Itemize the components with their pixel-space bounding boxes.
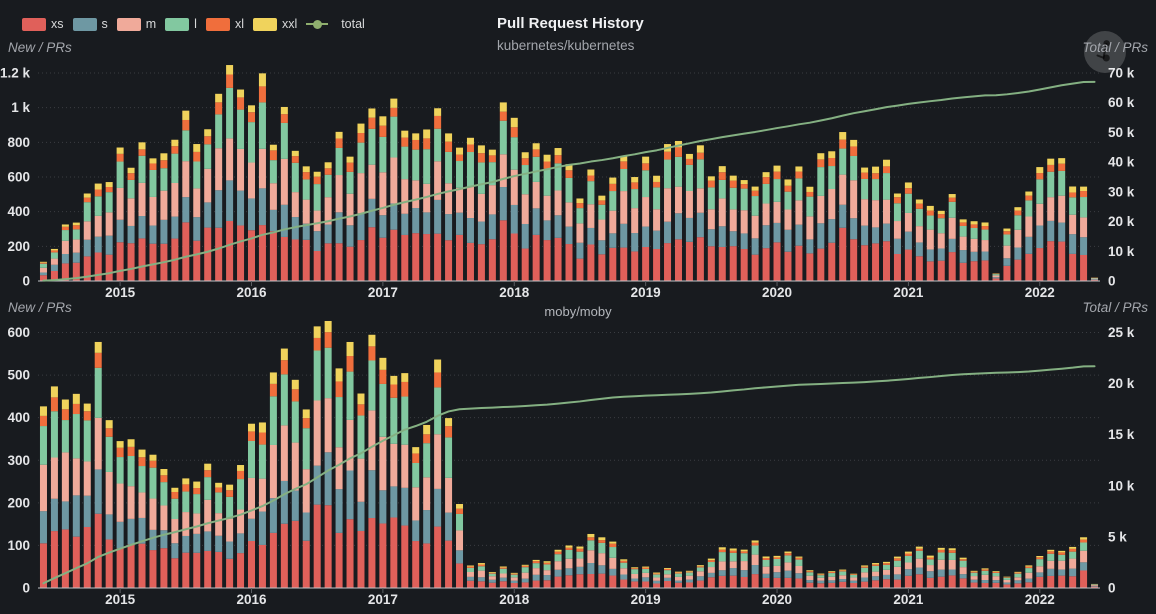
- svg-text:2022: 2022: [1025, 592, 1055, 607]
- svg-text:2021: 2021: [893, 285, 924, 300]
- svg-text:2017: 2017: [368, 592, 398, 607]
- svg-text:800: 800: [7, 135, 30, 150]
- svg-text:10 k: 10 k: [1108, 244, 1135, 259]
- svg-text:200: 200: [7, 495, 30, 510]
- svg-text:2019: 2019: [631, 592, 661, 607]
- svg-text:20 k: 20 k: [1108, 376, 1135, 391]
- svg-text:2016: 2016: [236, 285, 267, 300]
- svg-text:300: 300: [7, 453, 30, 468]
- svg-text:600: 600: [7, 325, 30, 340]
- svg-text:2018: 2018: [499, 285, 530, 300]
- svg-text:0: 0: [22, 274, 30, 289]
- svg-text:60 k: 60 k: [1108, 95, 1135, 110]
- svg-text:2021: 2021: [893, 592, 924, 607]
- svg-text:500: 500: [7, 368, 30, 383]
- svg-text:2017: 2017: [368, 285, 398, 300]
- svg-text:1.2 k: 1.2 k: [0, 66, 30, 81]
- svg-text:1 k: 1 k: [11, 100, 30, 115]
- svg-text:2018: 2018: [499, 592, 530, 607]
- svg-text:30 k: 30 k: [1108, 184, 1135, 199]
- svg-text:2020: 2020: [762, 592, 792, 607]
- svg-text:15 k: 15 k: [1108, 427, 1135, 442]
- svg-text:10 k: 10 k: [1108, 478, 1135, 493]
- svg-text:20 k: 20 k: [1108, 214, 1135, 229]
- svg-text:2016: 2016: [236, 592, 267, 607]
- svg-text:5 k: 5 k: [1108, 529, 1127, 544]
- svg-text:200: 200: [7, 239, 30, 254]
- svg-text:2022: 2022: [1025, 285, 1055, 300]
- svg-text:0: 0: [1108, 274, 1116, 289]
- svg-text:2019: 2019: [631, 285, 661, 300]
- svg-text:0: 0: [1108, 581, 1116, 596]
- svg-text:2015: 2015: [105, 285, 136, 300]
- svg-text:100: 100: [7, 538, 30, 553]
- svg-text:0: 0: [22, 581, 30, 596]
- svg-text:50 k: 50 k: [1108, 125, 1135, 140]
- svg-text:400: 400: [7, 410, 30, 425]
- svg-text:600: 600: [7, 170, 30, 185]
- svg-text:40 k: 40 k: [1108, 155, 1135, 170]
- svg-text:400: 400: [7, 204, 30, 219]
- svg-text:2015: 2015: [105, 592, 136, 607]
- svg-text:2020: 2020: [762, 285, 792, 300]
- svg-text:25 k: 25 k: [1108, 325, 1135, 340]
